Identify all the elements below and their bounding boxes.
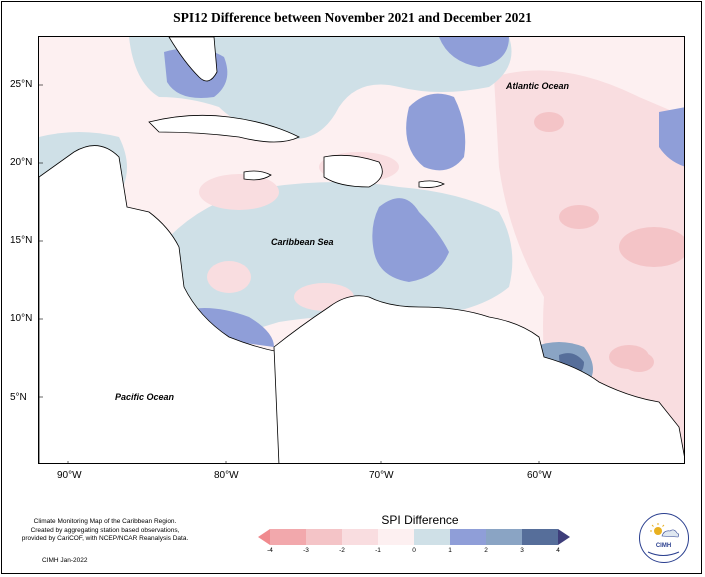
map-panel bbox=[38, 36, 685, 464]
credit-text: Climate Monitoring Map of the Caribbean … bbox=[20, 518, 190, 544]
legend-tick-label: -4 bbox=[267, 547, 273, 554]
lon-label-80w: 80°W bbox=[214, 470, 239, 481]
atlantic-blue-patch bbox=[659, 107, 684, 167]
credit-line-3: provided by CariCOF, with NCEP/NCAR Rean… bbox=[21, 535, 189, 542]
northern-blue-patch bbox=[439, 37, 509, 67]
lat-label-10n: 10°N bbox=[10, 313, 33, 324]
lon-label-60w: 60°W bbox=[527, 470, 552, 481]
atlantic-pink-core-2 bbox=[619, 227, 684, 267]
legend-swatch bbox=[450, 529, 486, 545]
legend-swatch bbox=[522, 529, 558, 545]
jamaica-pink-patch bbox=[199, 174, 279, 210]
bahamas-blue-patch bbox=[406, 93, 466, 171]
legend-swatch bbox=[558, 529, 570, 545]
legend-swatch bbox=[306, 529, 342, 545]
legend-tick-label: -3 bbox=[303, 547, 309, 554]
logo-text: CIMH bbox=[655, 543, 672, 549]
florida-land bbox=[168, 37, 218, 82]
lon-label-70w: 70°W bbox=[369, 470, 394, 481]
guiana-pink-core bbox=[624, 352, 654, 372]
sun-cloud-icon bbox=[647, 523, 680, 556]
south-america-land bbox=[273, 295, 684, 463]
caribbean-sea-label: Caribbean Sea bbox=[271, 237, 334, 247]
cuba-land bbox=[148, 114, 300, 143]
legend-svg bbox=[258, 529, 570, 545]
atlantic-pink-core-3 bbox=[559, 205, 599, 229]
atlantic-pink-core-1 bbox=[534, 112, 564, 132]
lat-label-25n: 25°N bbox=[10, 79, 33, 90]
legend-swatch bbox=[258, 529, 270, 545]
central-america-land bbox=[39, 145, 280, 463]
atlantic-ocean-label: Atlantic Ocean bbox=[506, 81, 570, 91]
lat-label-15n: 15°N bbox=[10, 235, 33, 246]
legend-swatch bbox=[486, 529, 522, 545]
legend-swatch bbox=[342, 529, 378, 545]
pacific-ocean-label: Pacific Ocean bbox=[115, 392, 175, 402]
credit-line-2: Created by aggregating station based obs… bbox=[30, 526, 180, 534]
legend-tick-label: 3 bbox=[520, 547, 524, 554]
legend-swatch bbox=[414, 529, 450, 545]
legend-swatch bbox=[270, 529, 306, 545]
legend-swatch bbox=[378, 529, 414, 545]
spi-difference-map bbox=[39, 37, 684, 463]
legend-tick-label: -2 bbox=[339, 547, 345, 554]
graticule bbox=[39, 84, 540, 463]
legend-tick-label: 4 bbox=[556, 547, 560, 554]
legend-colorbar bbox=[258, 529, 570, 550]
legend-tick-label: 0 bbox=[412, 547, 416, 554]
map-title: SPI12 Difference between November 2021 a… bbox=[173, 10, 532, 25]
legend-tick-label: 1 bbox=[448, 547, 452, 554]
puerto-rico-land bbox=[418, 180, 445, 188]
land-outlines bbox=[39, 37, 684, 463]
legend-title: SPI Difference bbox=[381, 513, 459, 527]
lat-label-5n: 5°N bbox=[10, 392, 27, 403]
lat-label-20n: 20°N bbox=[10, 157, 33, 168]
credit-stamp: CIMH Jan-2022 bbox=[42, 557, 88, 564]
lon-label-90w: 90°W bbox=[57, 470, 82, 481]
legend-tick-label: 2 bbox=[484, 547, 488, 554]
hispaniola-land bbox=[323, 154, 383, 188]
cimh-logo: CIMH bbox=[639, 513, 689, 563]
caribbean-blue-patch bbox=[372, 198, 449, 282]
central-pink-patch bbox=[207, 261, 251, 293]
credit-line-1: Climate Monitoring Map of the Caribbean … bbox=[33, 518, 177, 525]
jamaica-land bbox=[243, 170, 272, 181]
legend-tick-label: -1 bbox=[375, 547, 381, 554]
